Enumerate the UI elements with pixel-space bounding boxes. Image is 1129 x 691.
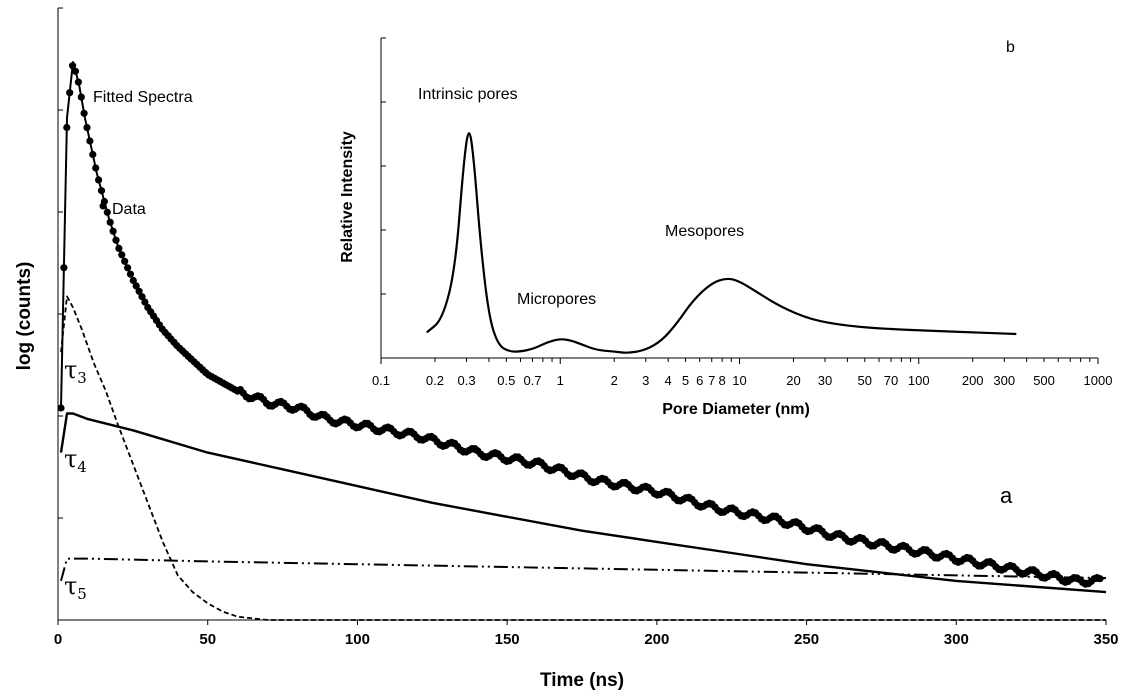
tau3-label: τ3 [64, 356, 87, 387]
inset-x-tick-label: 5 [682, 373, 689, 388]
mesopores-label: Mesopores [665, 223, 744, 240]
inset-x-tick-label: 0.5 [497, 373, 515, 388]
inset-series-group [426, 132, 1017, 354]
data-point [77, 93, 85, 101]
x-tick-label: 350 [1093, 631, 1118, 648]
inset-x-tick-label: 500 [1033, 373, 1055, 388]
data-point [124, 264, 132, 272]
data-point [86, 137, 94, 145]
main-series-group [57, 61, 1107, 621]
data-point [118, 251, 126, 259]
tau3-subscript: 3 [77, 369, 87, 387]
tau5-subscript: 5 [77, 585, 87, 603]
data-point [129, 276, 137, 285]
inset-series-line [426, 132, 1017, 354]
inset-x-tick-label: 2 [611, 373, 618, 388]
data-point [121, 257, 129, 265]
tau4-label: τ4 [64, 445, 87, 476]
panel-b-label: b [1006, 39, 1015, 56]
data-point [132, 282, 140, 290]
x-tick-label: 200 [644, 631, 669, 648]
data-point [80, 109, 88, 117]
data-point [60, 264, 68, 272]
inset-x-ticks: 0.1 0.2 0.3 0.5 0.7 1 2 3 4 5 6 7 8 10 20 30 50 70 100 200 3… [372, 358, 1113, 388]
inset-x-tick-label: 6 [696, 373, 703, 388]
tau3-symbol: τ [64, 356, 77, 384]
inset-x-tick-label: 200 [962, 373, 984, 388]
main-x-axis-label: Time (ns) [540, 670, 624, 691]
data-point [57, 404, 65, 412]
data-point [95, 176, 103, 184]
tau5-label: τ5 [64, 572, 87, 603]
x-tick-label: 150 [495, 631, 520, 648]
data-point [71, 67, 80, 75]
data-point [115, 244, 123, 252]
data-point [126, 270, 135, 278]
inset-x-tick-label: 1000 [1084, 373, 1113, 388]
tau5-symbol: τ [64, 572, 77, 600]
inset-x-tick-label: 100 [908, 373, 930, 388]
data-point [74, 78, 82, 86]
inset-x-tick-label: 30 [818, 373, 832, 388]
x-tick-label: 250 [794, 631, 819, 648]
inset-x-tick-label: 50 [858, 373, 872, 388]
inset-x-axis-label: Pore Diameter (nm) [662, 401, 810, 418]
inset-x-tick-label: 0.7 [523, 373, 541, 388]
series-line-τ5 [60, 557, 1107, 582]
tau4-subscript: 4 [77, 458, 87, 476]
tau4-symbol: τ [64, 445, 77, 473]
data-legend-marker [99, 202, 107, 210]
x-tick-label: 50 [199, 631, 216, 648]
x-tick-label: 0 [54, 631, 62, 648]
micropores-label: Micropores [517, 291, 596, 308]
x-tick-label: 300 [944, 631, 969, 648]
data-point [66, 89, 74, 97]
data-point [69, 62, 77, 70]
intrinsic-pores-label: Intrinsic pores [418, 86, 518, 103]
main-y-ticks [58, 7, 63, 621]
data-point [103, 208, 111, 216]
x-tick-label: 100 [345, 631, 370, 648]
data-point [92, 164, 100, 172]
main-y-axis-label: log (counts) [14, 262, 35, 371]
inset-x-tick-label: 1 [557, 373, 564, 388]
data-point [109, 227, 117, 235]
inset-x-tick-label: 0.1 [372, 373, 390, 388]
series-line-τ4 [59, 412, 1107, 594]
inset-x-tick-label: 8 [719, 373, 726, 388]
fitted-spectra-label: Fitted Spectra [93, 89, 193, 106]
inset-x-tick-label: 4 [665, 373, 672, 388]
series-line-Data [60, 61, 1100, 582]
inset-x-tick-label: 300 [993, 373, 1015, 388]
data-point [63, 123, 71, 132]
data-point [135, 287, 143, 295]
data-point [89, 150, 97, 159]
data-label: Data [112, 201, 146, 218]
data-point [141, 298, 149, 306]
inset-x-tick-label: 20 [786, 373, 800, 388]
inset-y-axis-label: Relative Intensity [339, 131, 356, 263]
data-point [138, 293, 146, 301]
inset-y-ticks [381, 37, 386, 359]
inset-x-tick-label: 7 [708, 373, 715, 388]
data-point [97, 187, 106, 195]
panel-a-label: a [1000, 483, 1013, 508]
inset-x-tick-label: 0.3 [457, 373, 475, 388]
main-x-ticks: 0 50 100 150 200 250 300 350 [54, 620, 1119, 648]
inset-x-tick-label: 10 [732, 373, 746, 388]
inset-x-tick-label: 3 [642, 373, 649, 388]
data-point [83, 124, 91, 132]
inset-x-tick-label: 70 [884, 373, 898, 388]
data-point [106, 218, 114, 226]
data-point [112, 236, 120, 244]
inset-x-tick-label: 0.2 [426, 373, 444, 388]
series-line-τ3 [60, 295, 1106, 621]
